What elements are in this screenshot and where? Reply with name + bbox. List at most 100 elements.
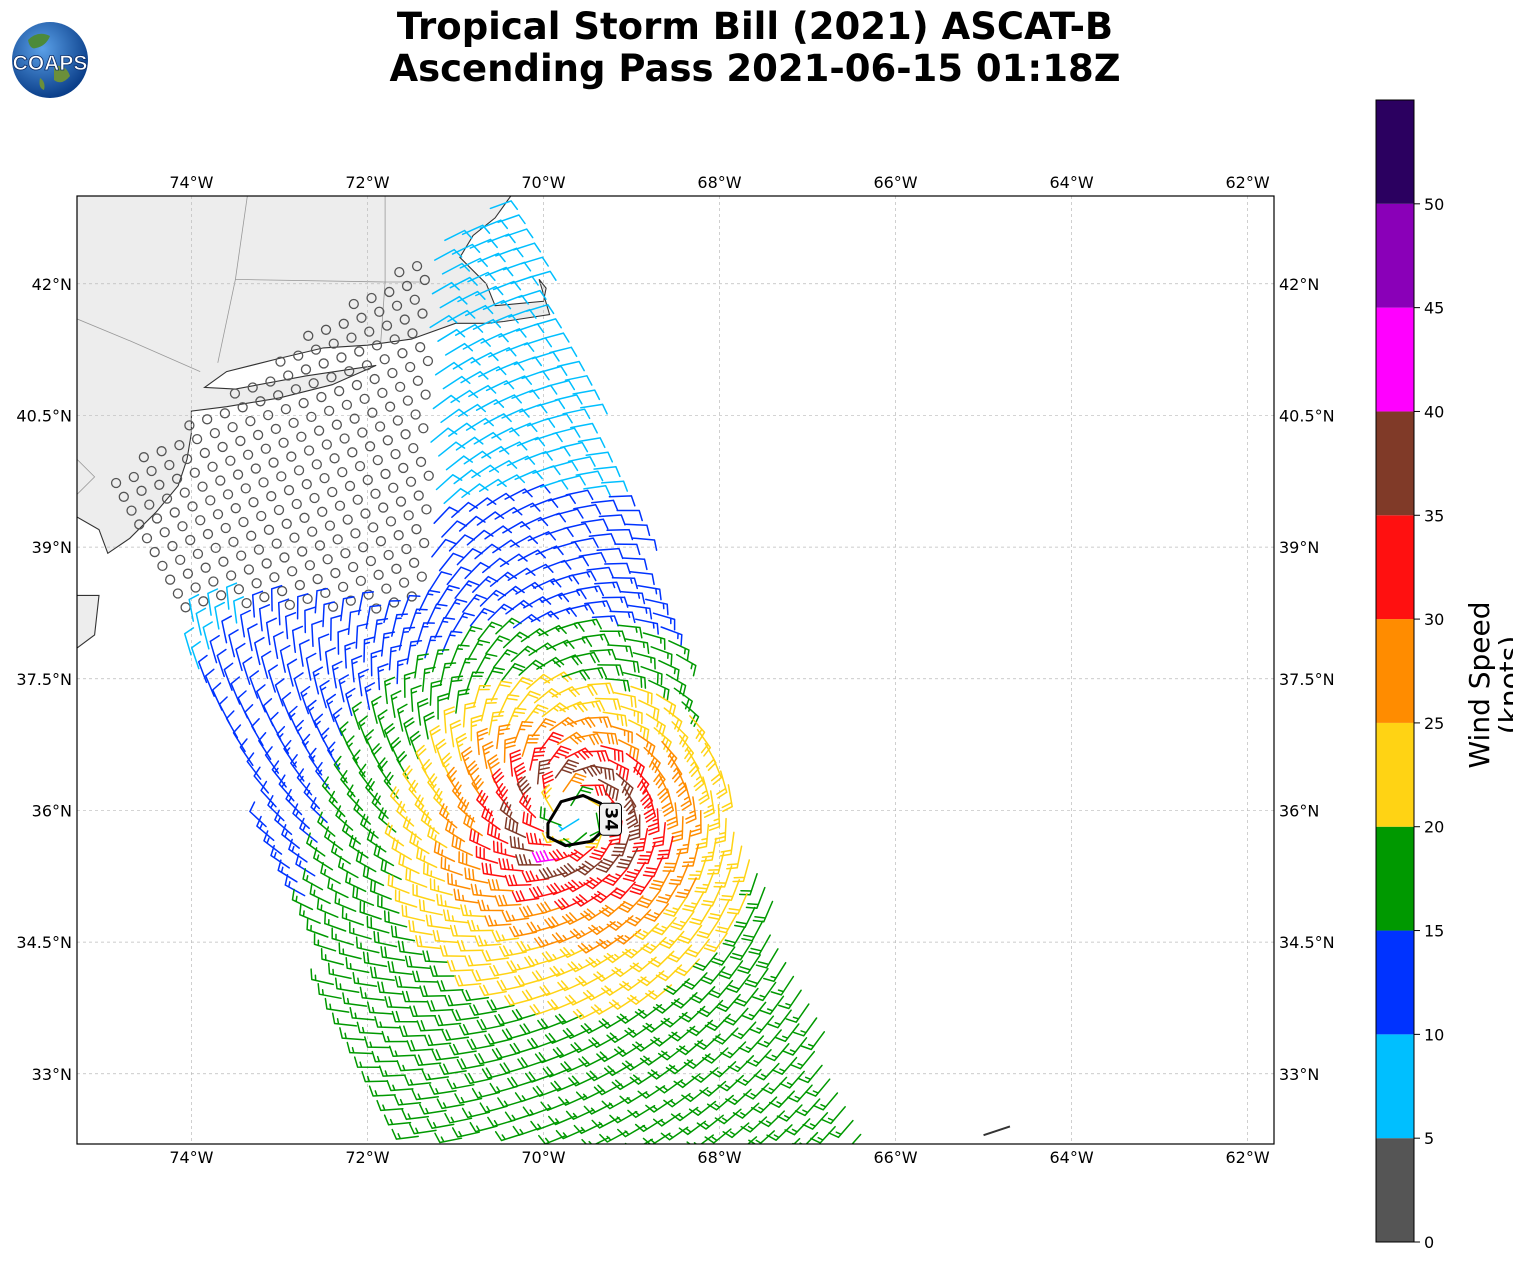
wind-barb [544,413,573,424]
wind-barb [515,854,542,866]
wind-barb [725,1088,752,1106]
wind-barb [716,770,728,799]
wind-barb [357,668,369,697]
wind-barb [682,891,705,912]
lon-tick-label: 70°W [521,173,565,192]
wind-barb [249,670,260,699]
wind-barb [766,1124,793,1141]
wind-barb [632,922,660,941]
wind-barb [610,725,633,744]
wind-barb [624,523,651,537]
wind-barb [676,829,692,855]
wind-barb [793,1137,801,1144]
wind-barb [549,346,578,358]
calm-circle [141,533,153,544]
coaps-logo: COAPS [12,22,88,98]
wind-barb [743,1082,770,1100]
wind-barb [383,1114,412,1126]
wind-barb [421,1069,450,1081]
wind-barb [652,822,666,848]
wind-barb [632,652,656,670]
wind-barb [649,869,672,891]
calm-circle [202,528,214,540]
wind-barb [755,948,779,969]
wind-barb [477,899,504,912]
wind-barb [704,1128,732,1144]
wind-barb [470,714,483,742]
wind-barb [304,606,316,634]
wind-barb [396,658,409,685]
wind-barb [575,974,604,987]
wind-barb [451,1127,480,1138]
calm-circle [408,442,419,454]
wind-barb [597,664,624,676]
wind-barb [628,814,641,841]
wind-barb [588,533,617,545]
wind-barb [460,370,489,384]
wind-barb [767,1009,792,1029]
wind-barb [768,1090,795,1108]
wind-barb [349,921,372,940]
wind-barb [583,873,611,890]
wind-barb [485,635,510,655]
wind-barb [446,1078,475,1090]
wind-barb [415,935,441,950]
wind-barb [477,621,503,641]
wind-barb [524,955,553,967]
wind-barb [764,1043,790,1062]
colorbar-tick-label: 25 [1424,714,1444,733]
wind-barb [419,1103,447,1115]
wind-barb [572,764,601,777]
wind-barb [497,214,526,225]
wind-barb [663,707,683,733]
wind-barb [573,503,602,515]
wind-barb [324,647,336,675]
wind-barb [461,1107,491,1119]
wind-barb [401,594,421,618]
wind-barb [391,1128,419,1140]
wind-barb [710,756,723,786]
wind-barb [652,1112,681,1127]
wind-barb [324,912,347,932]
wind-barb [467,639,491,661]
wind-barb [428,571,453,592]
wind-barb [449,276,478,289]
wind-barb [475,399,505,411]
calm-circle [422,355,434,367]
calm-circle [236,550,247,561]
wind-barb [483,413,512,425]
wind-barb [642,855,664,878]
colorbar-bin [1376,411,1414,516]
wind-barb [525,303,555,315]
wind-barb [708,898,731,920]
wind-barb [509,749,522,777]
wind-barb [548,849,578,862]
wind-barb [509,535,539,548]
calm-circle [154,479,165,490]
wind-barb [403,1074,432,1086]
calm-circle [185,534,196,546]
wind-barb [306,918,329,938]
wind-barb [585,954,614,968]
wind-barb [389,786,407,813]
calm-circle [304,560,316,571]
wind-barb [441,262,471,275]
wind-barb [787,1084,813,1103]
calm-circle [215,475,226,486]
wind-barb [578,551,607,563]
wind-barb [723,1007,749,1026]
wind-barb [462,701,477,728]
wind-barb [366,1001,393,1015]
calm-circle [412,375,424,386]
wind-barb [522,811,544,832]
calm-circle [259,591,270,603]
wind-barb [526,832,552,846]
wind-barb [492,649,518,669]
wind-barb [521,870,550,883]
calm-circle [344,480,356,492]
wind-barb [604,562,631,575]
34kt-contour: 34 [546,794,622,848]
wind-barb [558,589,587,600]
calm-circle [225,570,237,581]
calm-circle [311,459,322,470]
